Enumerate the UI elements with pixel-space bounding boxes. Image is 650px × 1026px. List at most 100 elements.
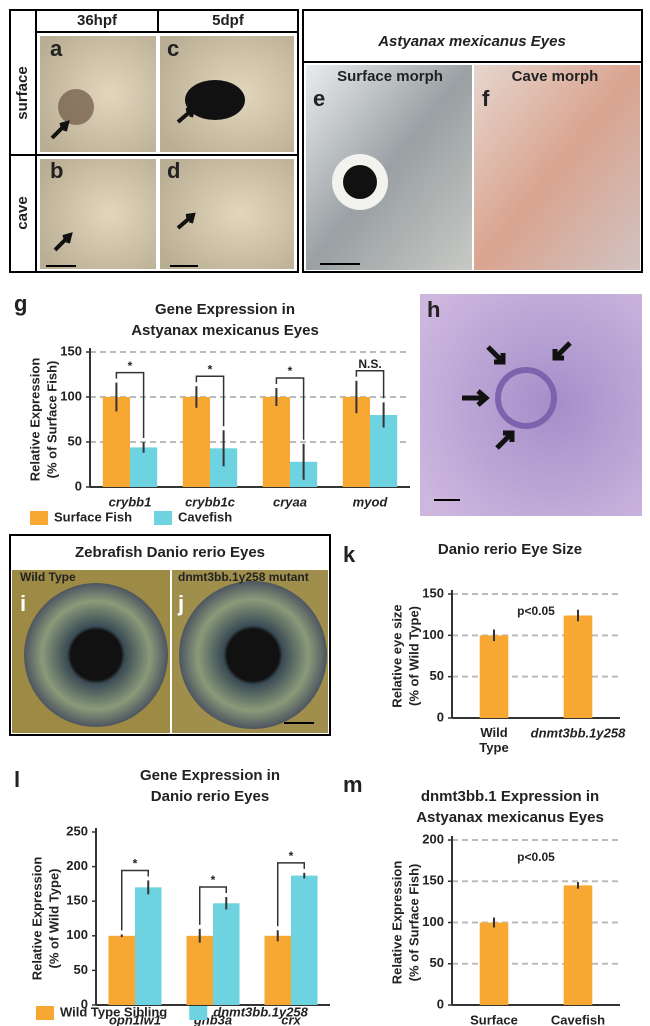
- panel-letter: j: [177, 591, 184, 616]
- chart-title: dnmt3bb.1 Expression in: [421, 788, 599, 805]
- panel-letter: g: [14, 291, 27, 316]
- column-header: 36hpf: [77, 12, 118, 29]
- panel-frame: [9, 9, 299, 273]
- arrow: [486, 345, 506, 365]
- panel-frame: [9, 534, 331, 736]
- row-header: surface: [14, 66, 31, 119]
- bar: [479, 922, 509, 1005]
- y-tick-label: 0: [437, 996, 444, 1011]
- panel-title: Zebrafish Danio rerio Eyes: [75, 544, 265, 561]
- annotation: *: [128, 359, 133, 373]
- bar: [291, 875, 318, 1005]
- photo: [306, 65, 472, 270]
- y-tick-label: 50: [74, 962, 88, 977]
- x-tick-label: dnmt3bb.1y258: [531, 725, 626, 740]
- panel-letter: d: [167, 158, 180, 183]
- y-axis-label: (% of Wild Type): [46, 868, 61, 968]
- photo-label: Wild Type: [20, 570, 76, 584]
- arrow: [462, 389, 490, 407]
- y-tick-label: 100: [422, 627, 444, 642]
- panel-letter: m: [343, 772, 363, 797]
- photo-label: Surface morph: [337, 68, 443, 85]
- significance-bracket: [198, 886, 228, 925]
- bar: [479, 635, 509, 718]
- x-tick-label: Surface: [470, 1012, 518, 1026]
- y-tick-label: 100: [66, 927, 88, 942]
- legend-swatch: [189, 1006, 208, 1020]
- y-tick-label: 200: [422, 831, 444, 846]
- significance-bracket: [355, 370, 385, 399]
- significance-bracket: [115, 371, 145, 438]
- photo: [40, 159, 156, 269]
- y-tick-label: 100: [60, 388, 82, 403]
- annotation: N.S.: [358, 357, 381, 371]
- panel-letter: e: [313, 86, 325, 111]
- significance-bracket: [276, 862, 306, 927]
- photo: [474, 65, 640, 270]
- y-axis-label: Relative Expression: [29, 857, 44, 981]
- bar: [213, 903, 240, 1005]
- arrow: [176, 212, 196, 230]
- y-axis-label: Relative Expression: [389, 861, 404, 985]
- y-tick-label: 0: [437, 709, 444, 724]
- eye: [58, 89, 94, 125]
- y-tick-label: 100: [422, 914, 444, 929]
- bar: [264, 935, 291, 1005]
- annotation: p<0.05: [517, 604, 555, 618]
- bar: [186, 935, 213, 1005]
- y-tick-label: 150: [422, 585, 444, 600]
- y-tick-label: 50: [430, 955, 444, 970]
- legend-swatch: [30, 511, 48, 525]
- x-tick-label: myod: [353, 494, 389, 509]
- bar: [182, 397, 210, 487]
- photo-label: dnmt3bb.1y258 mutant: [178, 570, 309, 584]
- panel-letter: a: [50, 36, 63, 61]
- chart-title: Gene Expression in: [140, 767, 280, 784]
- legend-label: Wild Type Sibling: [60, 1004, 167, 1019]
- significance-bracket: [275, 377, 305, 440]
- bar: [108, 935, 135, 1005]
- y-tick-label: 50: [430, 668, 444, 683]
- panel-letter: c: [167, 36, 179, 61]
- legend-label: Surface Fish: [54, 509, 132, 524]
- x-tick-label: crybb1c: [185, 494, 236, 509]
- eye: [495, 367, 557, 429]
- legend-swatch: [36, 1006, 54, 1020]
- y-tick-label: 150: [66, 893, 88, 908]
- annotation: p<0.05: [517, 850, 555, 864]
- y-tick-label: 50: [68, 433, 82, 448]
- y-tick-label: 0: [81, 996, 88, 1011]
- eye: [24, 583, 168, 727]
- y-axis-label: Relative Expression: [27, 358, 42, 482]
- chart-title: Danio rerio Eyes: [151, 788, 269, 805]
- significance-bracket: [120, 869, 150, 931]
- panel-letter: l: [14, 767, 20, 792]
- bar: [130, 447, 158, 487]
- photo: [420, 294, 642, 516]
- arrow: [495, 430, 515, 450]
- panel-letter: h: [427, 297, 440, 322]
- y-tick-label: 200: [66, 858, 88, 873]
- annotation: *: [288, 364, 293, 378]
- y-axis-label: (% of Surface Fish): [406, 864, 421, 982]
- annotation: *: [289, 849, 294, 863]
- chart-title: Gene Expression in: [155, 301, 295, 318]
- annotation: *: [133, 857, 138, 871]
- eye: [179, 581, 327, 729]
- arrow: [53, 232, 73, 252]
- panel-letter: k: [343, 542, 356, 567]
- arrow: [50, 120, 70, 140]
- column-header: 5dpf: [212, 12, 245, 29]
- x-tick-label: cryaa: [273, 494, 307, 509]
- y-axis-label: (% of Wild Type): [406, 606, 421, 706]
- annotation: *: [208, 362, 213, 376]
- bar: [563, 885, 593, 1005]
- arrow: [176, 106, 196, 124]
- legend-label: dnmt3bb.1y258: [213, 1004, 308, 1019]
- eye: [185, 80, 245, 120]
- x-tick-label: opn1lw1: [109, 1012, 161, 1026]
- x-tick-label: Wild Type: [479, 725, 508, 755]
- legend-swatch: [154, 511, 173, 525]
- x-tick-label: Cavefish: [551, 1012, 605, 1026]
